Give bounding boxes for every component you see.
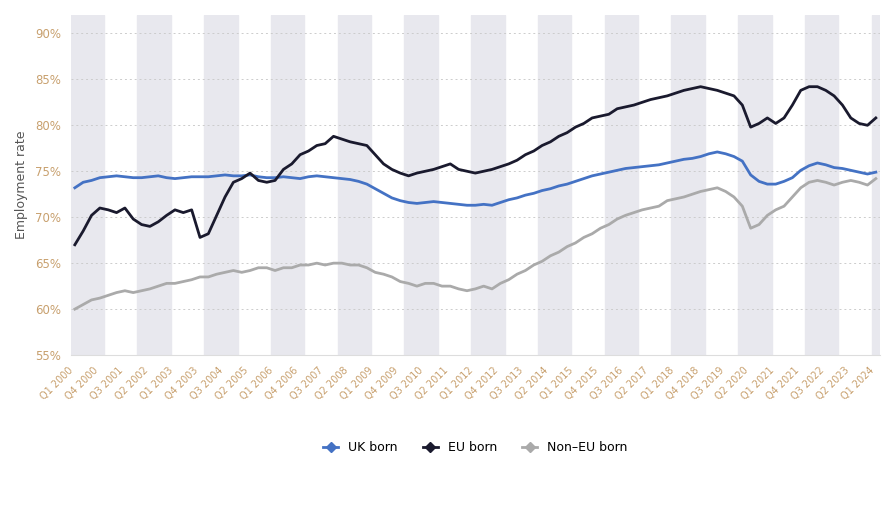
EU born: [870, 115, 881, 121]
Bar: [670, 15, 704, 355]
Non–EU born: [686, 191, 696, 197]
Bar: [738, 15, 771, 355]
UK born: [870, 169, 881, 176]
Non–EU born: [527, 262, 538, 268]
Non–EU born: [870, 176, 881, 182]
EU born: [70, 242, 80, 248]
Bar: [271, 15, 304, 355]
UK born: [128, 174, 139, 181]
Bar: [71, 15, 104, 355]
Line: EU born: EU born: [75, 87, 875, 245]
UK born: [477, 201, 488, 207]
Non–EU born: [469, 286, 480, 292]
EU born: [95, 205, 105, 211]
Line: Non–EU born: Non–EU born: [75, 179, 875, 309]
Y-axis label: Employment rate: Employment rate: [15, 131, 28, 239]
Bar: [470, 15, 504, 355]
Bar: [871, 15, 879, 355]
Bar: [404, 15, 437, 355]
UK born: [461, 202, 472, 209]
UK born: [70, 185, 80, 191]
Non–EU born: [70, 306, 80, 312]
UK born: [711, 149, 721, 155]
Non–EU born: [128, 289, 139, 296]
Bar: [138, 15, 171, 355]
Legend: UK born, EU born, Non–EU born: UK born, EU born, Non–EU born: [318, 436, 632, 459]
Line: UK born: UK born: [75, 152, 875, 205]
Bar: [337, 15, 371, 355]
EU born: [128, 216, 139, 222]
UK born: [695, 153, 705, 160]
EU born: [695, 84, 705, 90]
EU born: [278, 166, 289, 172]
EU born: [469, 170, 480, 176]
Bar: [604, 15, 637, 355]
Bar: [204, 15, 237, 355]
Non–EU born: [95, 295, 105, 301]
UK born: [278, 173, 289, 180]
UK born: [95, 174, 105, 181]
EU born: [686, 85, 696, 92]
Non–EU born: [278, 264, 289, 271]
UK born: [536, 187, 547, 194]
EU born: [527, 148, 538, 154]
Bar: [804, 15, 838, 355]
Bar: [537, 15, 570, 355]
